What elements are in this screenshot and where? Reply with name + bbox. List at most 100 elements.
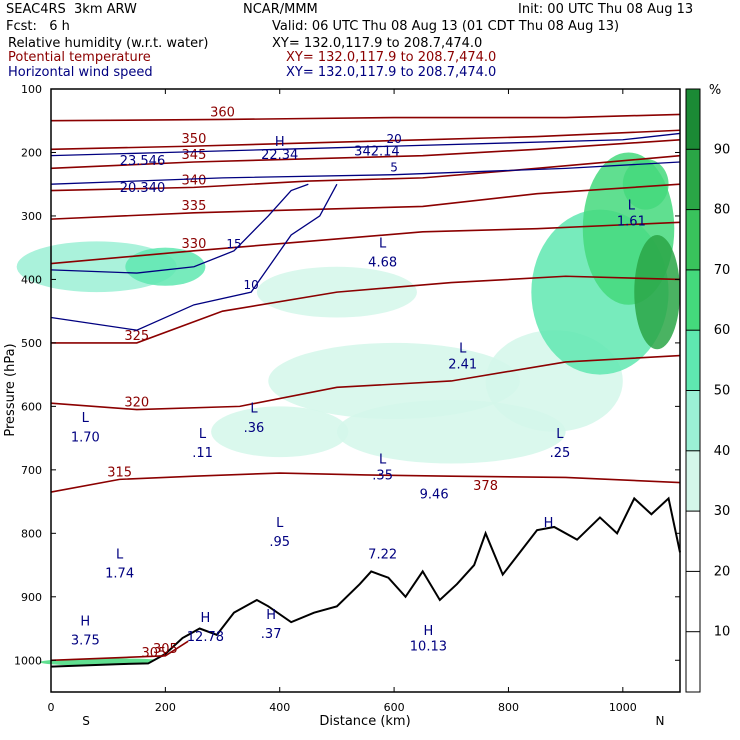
wind-contour-label: 15: [226, 237, 241, 251]
theta-contour-345: [50, 138, 681, 170]
theta-contour-label: 345: [182, 148, 207, 163]
extremum-label: 4.68: [368, 256, 397, 271]
extremum-label: 3.75: [71, 633, 100, 648]
theta-contour-320: [50, 354, 681, 411]
extremum-label: .37: [261, 627, 282, 642]
theta-contour-label: 335: [182, 199, 207, 214]
colorbar-swatch: [686, 89, 700, 150]
theta-contour-label: 305: [153, 642, 178, 657]
wind-contour-label: 5: [390, 161, 398, 175]
colorbar-tick-label: 70: [714, 263, 731, 278]
y-tick-label: 500: [21, 337, 42, 350]
colorbar-tick-label: 60: [714, 323, 731, 338]
rh-shading-cell: [622, 158, 669, 210]
theta-contour-label: 350: [182, 132, 207, 147]
extremum-label: 10.13: [410, 640, 447, 655]
extremum-label: 23.546: [120, 154, 166, 169]
x-axis-right-end-label: N: [656, 714, 665, 728]
organization: NCAR/MMM: [243, 2, 318, 17]
axes-layer: 0 200 400 600 800 1000 100 200 300 400 500 600 700 80…: [14, 83, 680, 714]
extremum-label: H: [266, 608, 276, 623]
extremum-label: 1.61: [617, 214, 646, 229]
extremum-label: 22.34: [261, 148, 298, 163]
rh-shading-cell: [125, 247, 206, 286]
extremum-label: .25: [550, 446, 571, 461]
x-tick-label: 600: [384, 701, 405, 714]
y-tick-label: 800: [21, 527, 42, 540]
y-tick-label: 1000: [14, 654, 42, 667]
x-axis-label: Distance (km): [319, 714, 410, 729]
extremum-label: 9.46: [420, 487, 449, 502]
theta-contour-335: [50, 183, 681, 220]
field-rh-xy: XY= 132.0,117.9 to 208.7,474.0: [272, 36, 483, 51]
wind-contour-20: [50, 132, 681, 157]
rh-shading-layer: [16, 152, 680, 666]
colorbar-tick-label: 50: [714, 384, 731, 399]
field-wind-name: Horizontal wind speed: [8, 65, 153, 80]
extremum-label: L: [250, 402, 258, 417]
y-axis-label: Pressure (hPa): [3, 343, 18, 436]
extremum-label: L: [82, 411, 90, 426]
x-tick-label: 400: [269, 701, 290, 714]
theta-contour-label: 315: [107, 465, 132, 480]
x-axis-left-end-label: S: [82, 714, 90, 728]
x-tick-label: 800: [498, 701, 519, 714]
theta-contour-330: [50, 221, 681, 265]
extremum-label: 1.74: [105, 567, 134, 582]
y-tick-label: 300: [21, 210, 42, 223]
extremum-label: .36: [244, 421, 265, 436]
y-tick-label: 600: [21, 400, 42, 413]
colorbar: 10 20 30 40 50 60 70 80 90: [685, 88, 731, 693]
theta-contour-305: [50, 640, 189, 662]
colorbar-swatch: [686, 269, 700, 331]
y-tick-label: 200: [21, 146, 42, 159]
wind-contour-5: [50, 161, 681, 185]
y-tick-label: 400: [21, 273, 42, 286]
theta-contour-label: 360: [210, 105, 235, 120]
extremum-label: L: [628, 199, 636, 214]
field-theta-name: Potential temperature: [8, 50, 151, 65]
extremum-label: L: [556, 427, 564, 442]
colorbar-swatch: [686, 511, 700, 692]
colorbar-swatch: [686, 330, 700, 391]
extremum-label: .11: [192, 446, 213, 461]
field-theta-xy: XY= 132.0,117.9 to 208.7,474.0: [286, 50, 497, 65]
theta-contour-label: 330: [182, 237, 207, 252]
plot-frame: [50, 88, 681, 693]
valid-time: Valid: 06 UTC Thu 08 Aug 13 (01 CDT Thu …: [272, 19, 620, 34]
theta-contour-label: 320: [124, 396, 149, 411]
extremum-label: L: [459, 341, 467, 356]
theta-contour-label: 325: [124, 329, 149, 344]
theta-contour-350: [50, 129, 681, 151]
extremum-label: H: [544, 516, 554, 531]
x-tick-label: 0: [48, 701, 55, 714]
colorbar-swatch: [686, 209, 700, 270]
forecast-hour: Fcst: 6 h: [6, 19, 70, 34]
extremum-label: 378: [473, 479, 498, 494]
theta-contour-340: [50, 154, 681, 192]
extremum-label: L: [116, 548, 124, 563]
wind-contour-10: [50, 183, 338, 331]
extremum-label: .95: [269, 535, 290, 550]
x-tick-label: 200: [155, 701, 176, 714]
extremum-label: H: [80, 614, 90, 629]
extremum-label: L: [276, 516, 284, 531]
model-name: SEAC4RS 3km ARW: [6, 2, 137, 17]
colorbar-tick-label: 30: [714, 504, 731, 519]
wind-contour-15: [50, 183, 309, 274]
colorbar-tick-label: 20: [714, 564, 731, 579]
extremum-label: 1.70: [71, 430, 100, 445]
extremum-label: H: [424, 624, 434, 639]
y-tick-label: 100: [21, 83, 42, 96]
extremum-label: 20.340: [120, 181, 166, 196]
x-tick-label: 1000: [609, 701, 637, 714]
extremum-label: 2.41: [448, 357, 477, 372]
extremum-label: .35: [372, 468, 393, 483]
colorbar-tick-label: 80: [714, 203, 731, 218]
extremum-label: 305: [142, 646, 167, 661]
colorbar-tick-label: 40: [714, 444, 731, 459]
y-tick-label: 900: [21, 591, 42, 604]
rh-shading-cell: [268, 342, 520, 420]
